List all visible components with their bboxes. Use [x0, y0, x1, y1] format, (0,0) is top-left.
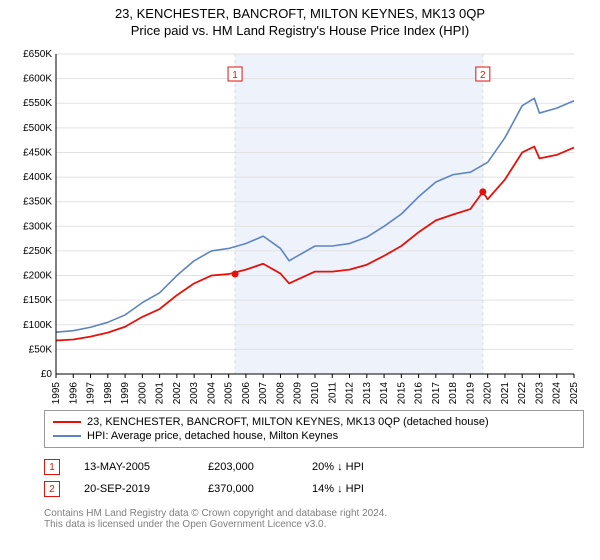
svg-text:2011: 2011 — [327, 382, 338, 404]
sale-row: 1 13-MAY-2005 £203,000 20% ↓ HPI — [44, 456, 584, 478]
svg-text:£450K: £450K — [23, 147, 52, 158]
sale-date: 20-SEP-2019 — [84, 483, 184, 495]
chart-area: £0 £50K £100K £150K £200K £250K £300K £350K £400… — [8, 44, 584, 404]
svg-text:2001: 2001 — [155, 382, 166, 404]
svg-text:2020: 2020 — [483, 382, 494, 404]
svg-text:£50K: £50K — [29, 344, 53, 355]
chart-container: { "title": "23, KENCHESTER, BANCROFT, MI… — [0, 0, 600, 560]
svg-text:£550K: £550K — [23, 98, 52, 109]
svg-text:1998: 1998 — [103, 382, 114, 404]
svg-text:1996: 1996 — [68, 382, 79, 404]
svg-text:2024: 2024 — [552, 382, 563, 404]
svg-text:£0: £0 — [41, 369, 53, 380]
svg-text:2004: 2004 — [206, 382, 217, 404]
sale-delta: 14% ↓ HPI — [312, 483, 364, 495]
svg-text:2012: 2012 — [345, 382, 356, 404]
svg-text:£400K: £400K — [23, 172, 52, 183]
legend-swatch — [53, 421, 81, 423]
chart-title: 23, KENCHESTER, BANCROFT, MILTON KEYNES,… — [10, 6, 590, 21]
line-chart-svg: £0 £50K £100K £150K £200K £250K £300K £350K £400… — [8, 44, 584, 404]
svg-text:2000: 2000 — [137, 382, 148, 404]
svg-text:£200K: £200K — [23, 271, 52, 282]
svg-text:2007: 2007 — [258, 382, 269, 404]
svg-text:2025: 2025 — [569, 382, 580, 404]
svg-text:£150K: £150K — [23, 295, 52, 306]
svg-text:2002: 2002 — [172, 382, 183, 404]
svg-text:£500K: £500K — [23, 123, 52, 134]
legend: 23, KENCHESTER, BANCROFT, MILTON KEYNES,… — [44, 410, 584, 448]
svg-text:£650K: £650K — [23, 49, 52, 60]
title-block: 23, KENCHESTER, BANCROFT, MILTON KEYNES,… — [0, 0, 600, 40]
svg-text:2: 2 — [480, 70, 486, 81]
svg-text:2006: 2006 — [241, 382, 252, 404]
legend-label: HPI: Average price, detached house, Milt… — [87, 430, 338, 442]
svg-text:2005: 2005 — [224, 382, 235, 404]
svg-text:2015: 2015 — [396, 382, 407, 404]
svg-text:£300K: £300K — [23, 221, 52, 232]
svg-text:2013: 2013 — [362, 382, 373, 404]
svg-text:£350K: £350K — [23, 197, 52, 208]
sale-price: £203,000 — [208, 461, 288, 473]
sale-date: 13-MAY-2005 — [84, 461, 184, 473]
legend-swatch — [53, 435, 81, 437]
svg-text:2008: 2008 — [275, 382, 286, 404]
legend-item: 23, KENCHESTER, BANCROFT, MILTON KEYNES,… — [53, 415, 575, 429]
svg-text:1: 1 — [232, 70, 238, 81]
svg-text:2009: 2009 — [293, 382, 304, 404]
legend-item: HPI: Average price, detached house, Milt… — [53, 429, 575, 443]
svg-text:£600K: £600K — [23, 74, 52, 85]
svg-text:1999: 1999 — [120, 382, 131, 404]
svg-text:2021: 2021 — [500, 382, 511, 404]
svg-text:2010: 2010 — [310, 382, 321, 404]
footer-line-2: This data is licensed under the Open Gov… — [44, 519, 584, 530]
svg-text:£100K: £100K — [23, 320, 52, 331]
svg-text:2019: 2019 — [465, 382, 476, 404]
sale-delta: 20% ↓ HPI — [312, 461, 364, 473]
svg-text:2016: 2016 — [414, 382, 425, 404]
svg-text:2014: 2014 — [379, 382, 390, 404]
footer: Contains HM Land Registry data © Crown c… — [44, 508, 584, 530]
svg-text:2003: 2003 — [189, 382, 200, 404]
sale-marker: 2 — [44, 481, 60, 497]
svg-text:2018: 2018 — [448, 382, 459, 404]
chart-subtitle: Price paid vs. HM Land Registry's House … — [10, 23, 590, 38]
footer-line-1: Contains HM Land Registry data © Crown c… — [44, 508, 584, 519]
svg-text:1995: 1995 — [51, 382, 62, 404]
sale-price: £370,000 — [208, 483, 288, 495]
svg-text:2017: 2017 — [431, 382, 442, 404]
legend-label: 23, KENCHESTER, BANCROFT, MILTON KEYNES,… — [87, 416, 489, 428]
svg-text:1997: 1997 — [86, 382, 97, 404]
sales-table: 1 13-MAY-2005 £203,000 20% ↓ HPI 2 20-SEP-201… — [44, 456, 584, 500]
sale-row: 2 20-SEP-2019 £370,000 14% ↓ HPI — [44, 478, 584, 500]
svg-text:2022: 2022 — [517, 382, 528, 404]
svg-text:£250K: £250K — [23, 246, 52, 257]
sale-marker: 1 — [44, 459, 60, 475]
svg-text:2023: 2023 — [534, 382, 545, 404]
